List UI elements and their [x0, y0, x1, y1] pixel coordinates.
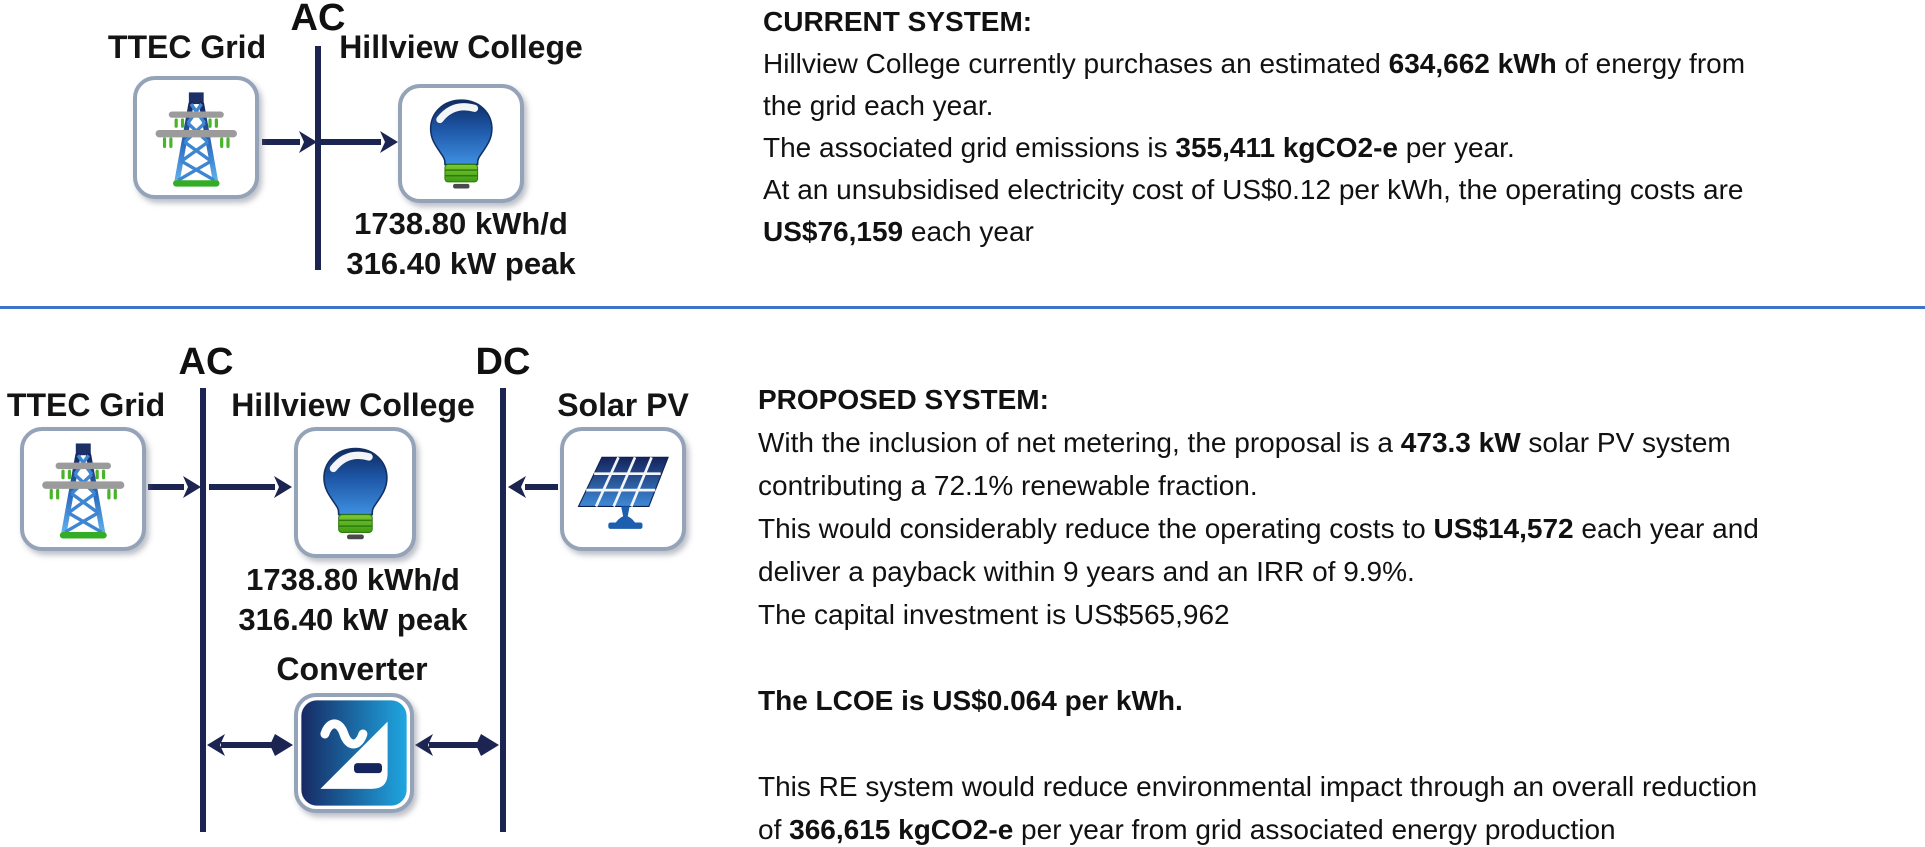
current-system-diagram: AC TTEC Grid Hillview College: [0, 0, 740, 306]
dc-minus-glyph: [354, 763, 382, 774]
inverter-icon: [294, 693, 414, 813]
bus-to-load-arrow: [209, 476, 292, 498]
text-line: contributing a 72.1% renewable fraction.: [758, 470, 1258, 501]
transmission-tower-art: [155, 91, 237, 187]
acbus-converter-double-arrow: [207, 734, 293, 756]
text-line: The capital investment is US$565,962: [758, 599, 1230, 630]
ac-sine-glyph: [320, 719, 368, 749]
load-stat-peak: 316.40 kW peak: [346, 246, 576, 281]
transmission-tower-art: [41, 443, 125, 539]
text-line: deliver a payback within 9 years and an …: [758, 556, 1415, 587]
text-line: With the inclusion of net metering, the …: [758, 427, 1731, 458]
transmission-tower-icon: [133, 76, 259, 199]
load-stat-peak: 316.40 kW peak: [238, 602, 468, 637]
text-line: US$76,159 each year: [763, 216, 1034, 247]
converter-label: Converter: [276, 651, 428, 687]
ac-bus-label: AC: [178, 341, 234, 383]
pv-to-bus-arrow: [508, 476, 558, 498]
grid-label: TTEC Grid: [107, 29, 267, 65]
solar-panel-icon: [560, 427, 686, 551]
section-divider: [0, 306, 1925, 309]
lightbulb-icon: [398, 84, 524, 203]
load-stat-energy: 1738.80 kWh/d: [246, 562, 460, 597]
transmission-tower-icon: [20, 427, 146, 551]
load-stats: 1738.80 kWh/d 316.40 kW peak: [228, 560, 478, 640]
grid-to-bus-arrow: [148, 476, 201, 498]
proposed-system-text: PROPOSED SYSTEM: With the inclusion of ne…: [758, 384, 1923, 847]
text-line: The LCOE is US$0.064 per kWh.: [758, 685, 1183, 716]
text-line: Hillview College currently purchases an …: [763, 48, 1746, 79]
grid-to-bus-arrow: [262, 131, 317, 153]
load-stats: 1738.80 kWh/d 316.40 kW peak: [322, 204, 600, 284]
text-line: of 366,615 kgCO2-e per year from grid as…: [758, 814, 1616, 845]
inverter-art: [301, 700, 407, 806]
current-system-text: CURRENT SYSTEM: Hillview College currentl…: [763, 6, 1923, 258]
solar-panel-art: [577, 456, 669, 529]
pv-label: Solar PV: [557, 387, 689, 423]
text-line: [758, 728, 1923, 771]
load-label: Hillview College: [339, 29, 583, 65]
ac-bus-line: [315, 46, 321, 270]
lightbulb-art: [322, 447, 388, 540]
proposed-system-diagram: AC DC TTEC Grid Hillview College Solar P…: [0, 308, 740, 847]
converter-dcbus-double-arrow: [415, 734, 499, 756]
text-line: The associated grid emissions is 355,411…: [763, 132, 1515, 163]
ac-bus-label: AC: [290, 0, 346, 39]
text-line: CURRENT SYSTEM:: [763, 6, 1033, 37]
text-line: At an unsubsidised electricity cost of U…: [763, 174, 1744, 205]
load-label: Hillview College: [231, 387, 475, 423]
grid-label: TTEC Grid: [6, 387, 166, 423]
dc-bus-line: [500, 388, 506, 832]
ac-bus-line: [200, 388, 206, 832]
load-stat-energy: 1738.80 kWh/d: [354, 206, 568, 241]
text-line: This RE system would reduce environmenta…: [758, 771, 1758, 802]
bus-to-load-arrow: [321, 131, 398, 153]
text-line: PROPOSED SYSTEM:: [758, 384, 1049, 415]
text-line: [758, 642, 1923, 685]
text-line: the grid each year.: [763, 90, 994, 121]
text-line: This would considerably reduce the opera…: [758, 513, 1759, 544]
lightbulb-icon: [294, 427, 416, 558]
lightbulb-art: [429, 99, 493, 189]
dc-bus-label: DC: [475, 341, 531, 383]
